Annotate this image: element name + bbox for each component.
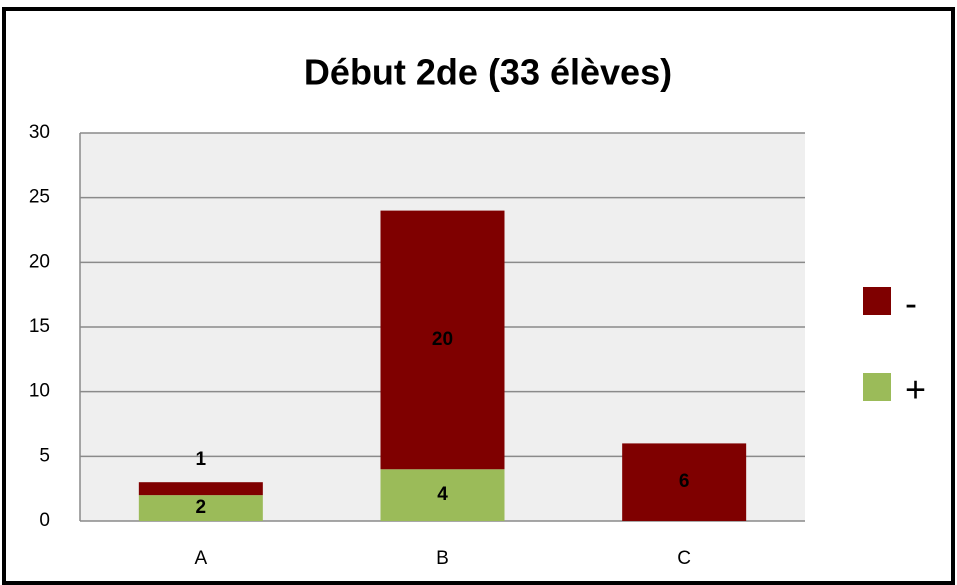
y-tick-label: 0 [39, 510, 50, 531]
y-tick-label: 25 [29, 187, 50, 208]
data-label: 6 [679, 471, 690, 492]
bar-segment [380, 469, 505, 521]
bar-segment [138, 495, 263, 521]
bar-segment [138, 482, 263, 496]
bar-segment [622, 443, 747, 521]
y-tick-label: 20 [29, 251, 50, 272]
data-label: 20 [432, 329, 453, 350]
data-label: 4 [437, 484, 448, 505]
data-label: 1 [196, 449, 207, 470]
x-tick-label: A [194, 548, 207, 569]
y-tick-label: 5 [39, 445, 50, 466]
y-tick-label: 30 [29, 122, 50, 143]
x-tick-label: B [436, 548, 449, 569]
x-tick-label: C [677, 548, 691, 569]
y-tick-label: 10 [29, 381, 50, 402]
chart-title: Début 2de (33 élèves) [304, 52, 672, 93]
legend-swatch [863, 373, 891, 401]
legend-label: - [905, 283, 917, 324]
legend-swatch [863, 287, 891, 315]
data-label: 2 [196, 497, 207, 518]
y-tick-label: 15 [29, 316, 50, 337]
legend-label: + [905, 369, 926, 410]
bar-segment [380, 210, 505, 470]
